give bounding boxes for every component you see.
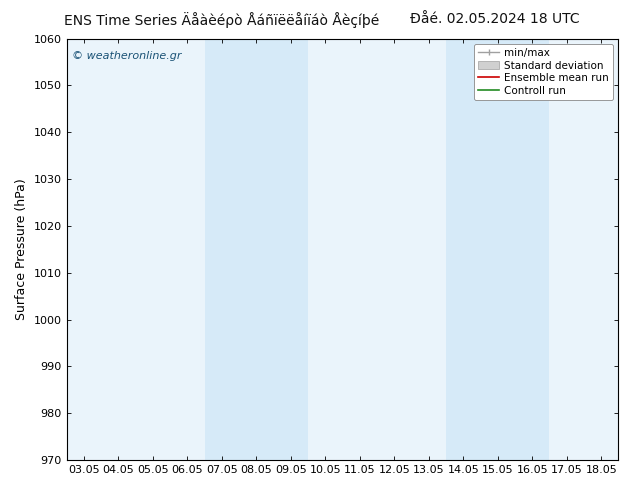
Legend: min/max, Standard deviation, Ensemble mean run, Controll run: min/max, Standard deviation, Ensemble me…	[474, 44, 613, 100]
Text: © weatheronline.gr: © weatheronline.gr	[72, 51, 181, 61]
Text: ENS Time Series Äåàèéρò Åáñïëëåíïáò Åèçíþé: ENS Time Series Äåàèéρò Åáñïëëåíïáò Åèçí…	[64, 12, 380, 28]
Bar	[205, 39, 308, 460]
Bar	[446, 39, 550, 460]
Y-axis label: Surface Pressure (hPa): Surface Pressure (hPa)	[15, 178, 28, 320]
Text: Ðåé. 02.05.2024 18 UTC: Ðåé. 02.05.2024 18 UTC	[410, 12, 579, 26]
